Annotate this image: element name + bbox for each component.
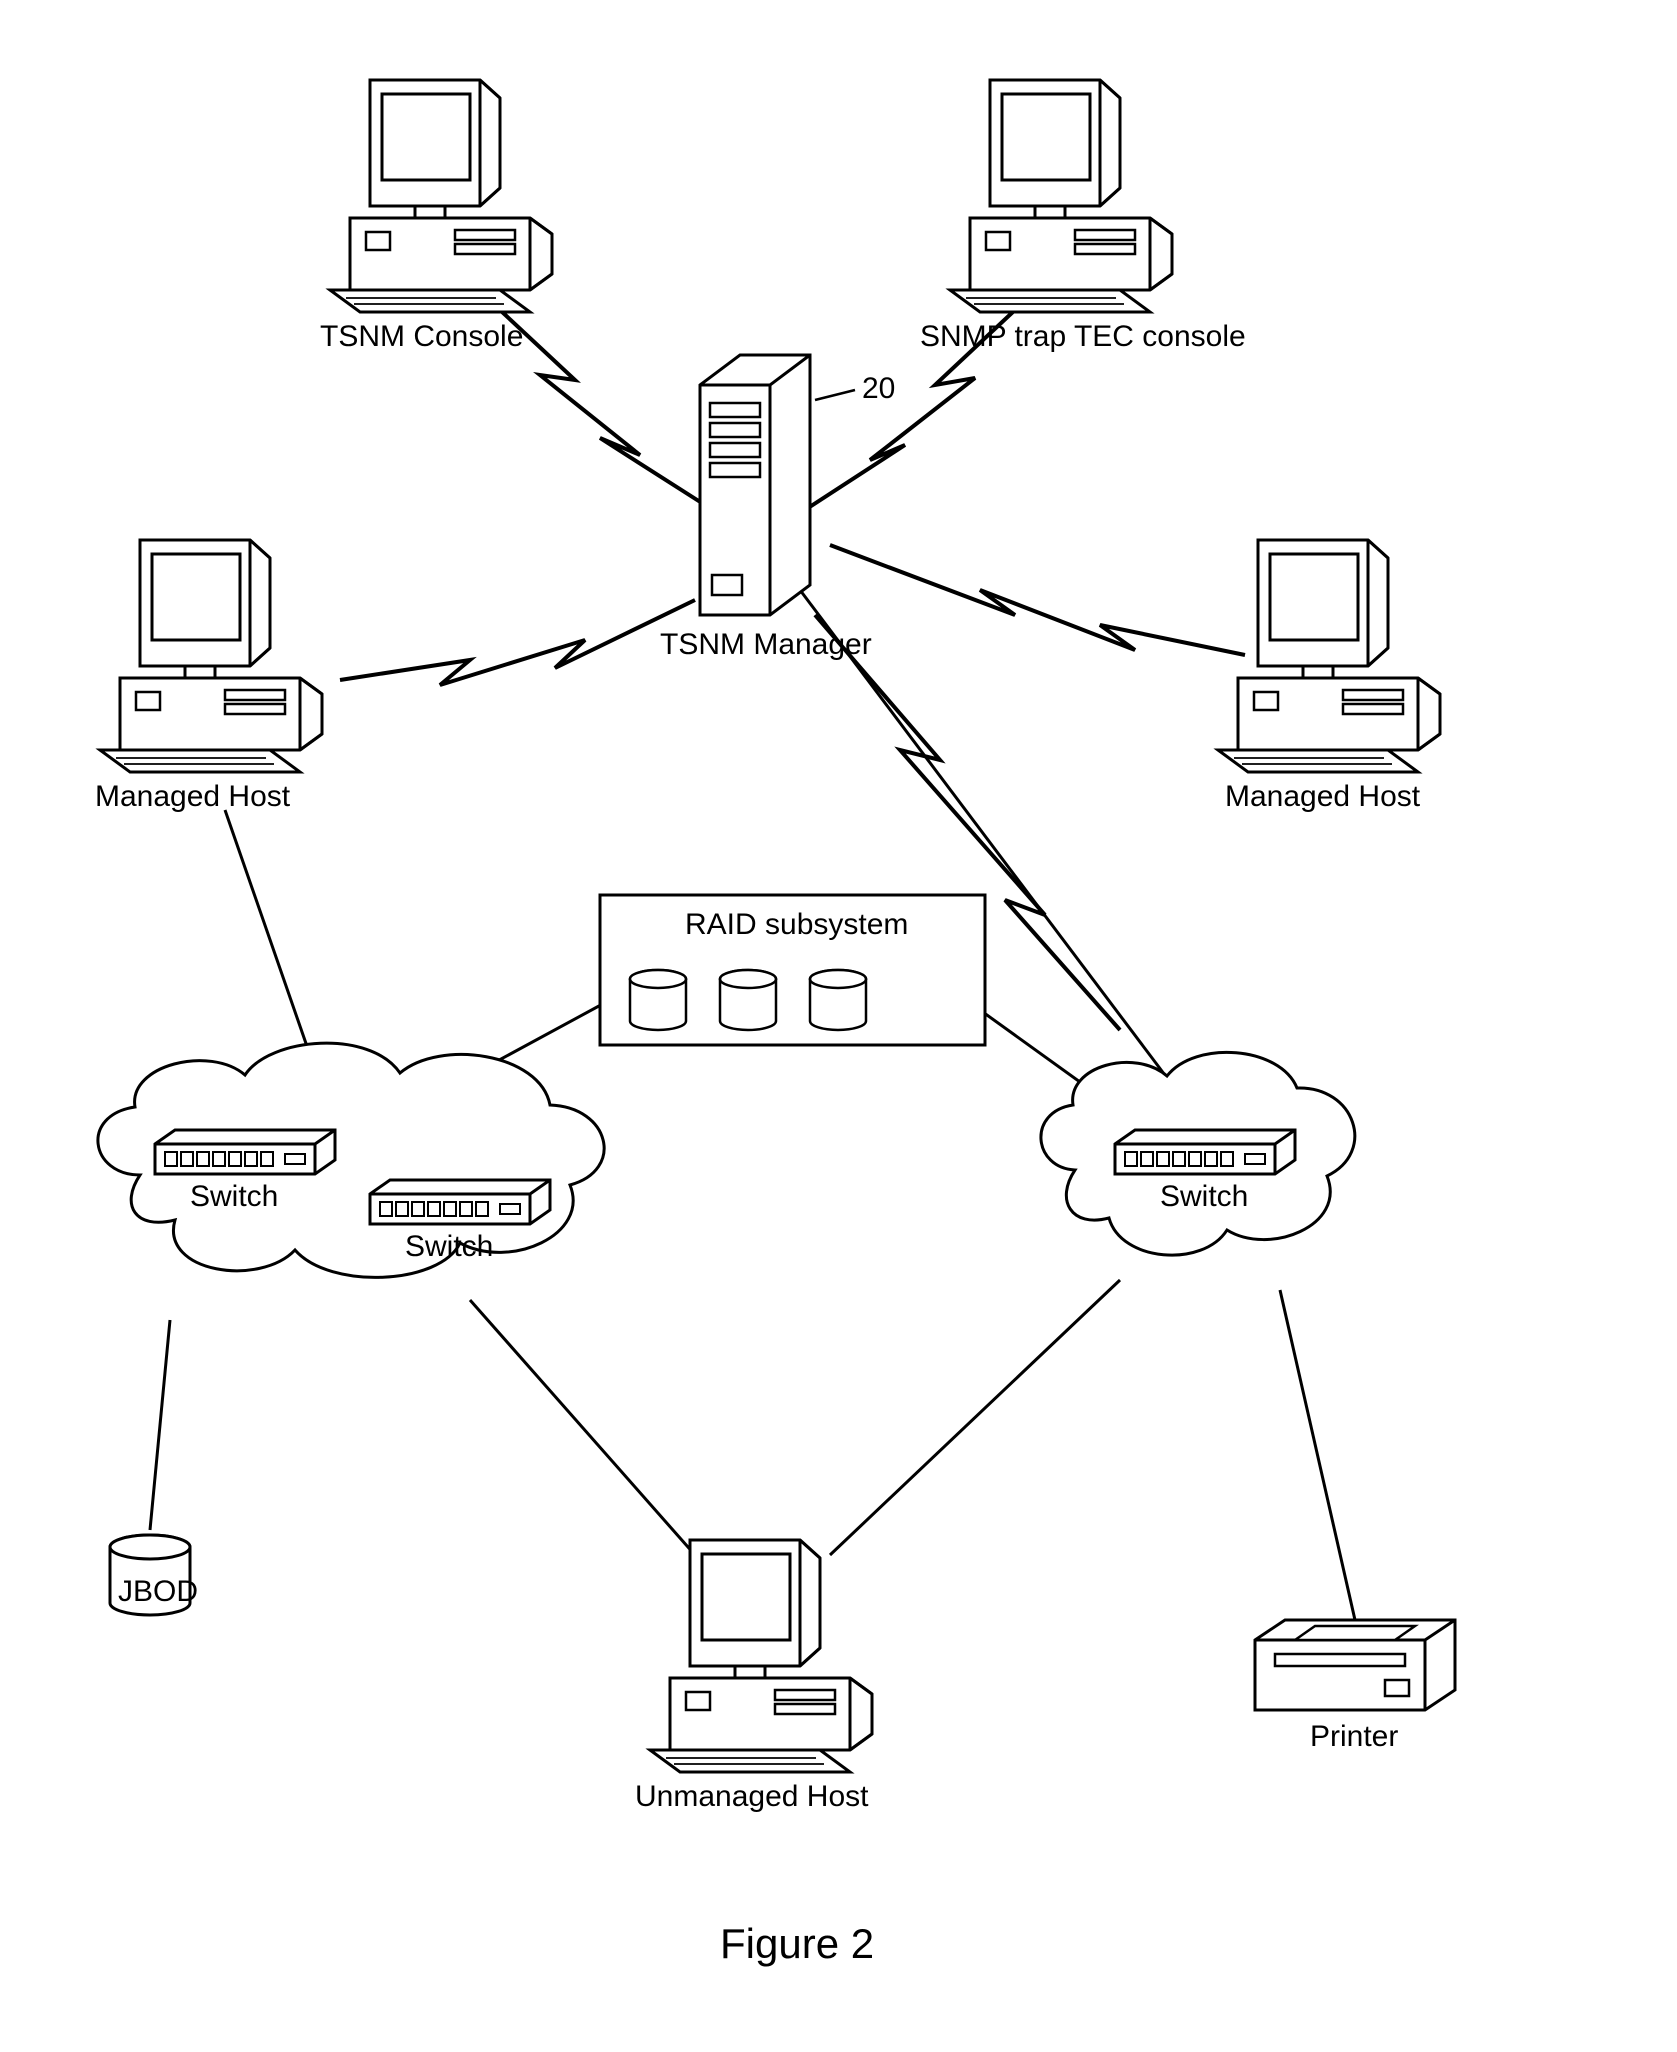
label-tsnm-manager: TSNM Manager [660, 628, 872, 662]
switch-right [1115, 1130, 1295, 1174]
tsnm-console-icon [330, 80, 552, 312]
switch-left-2 [370, 1180, 550, 1224]
snmp-console-icon [950, 80, 1172, 312]
label-unmanaged-host: Unmanaged Host [635, 1780, 868, 1814]
label-printer: Printer [1310, 1720, 1398, 1754]
tsnm-manager-icon [700, 355, 855, 615]
managed-host-left-icon [100, 540, 322, 772]
unmanaged-host-icon [650, 1540, 872, 1772]
label-mhost-right: Managed Host [1225, 780, 1420, 814]
switch-left-1 [155, 1130, 335, 1174]
server-ref-20: 20 [862, 372, 895, 406]
label-mhost-left: Managed Host [95, 780, 290, 814]
label-switch-left1: Switch [190, 1180, 278, 1214]
label-tsnm-console: TSNM Console [320, 320, 523, 354]
links-straight [150, 590, 1355, 1620]
diagram-canvas: TSNM Console SNMP trap TEC console TSNM … [0, 0, 1677, 2052]
label-switch-right: Switch [1160, 1180, 1248, 1214]
label-jbod: JBOD [118, 1575, 198, 1609]
figure-caption: Figure 2 [720, 1920, 874, 1968]
label-snmp-console: SNMP trap TEC console [920, 320, 1246, 354]
managed-host-right-icon [1218, 540, 1440, 772]
printer-icon [1255, 1620, 1455, 1710]
label-raid: RAID subsystem [685, 908, 908, 942]
label-switch-left2: Switch [405, 1230, 493, 1264]
diagram-svg [0, 0, 1677, 2052]
cloud-left [98, 1043, 604, 1277]
cloud-right [1041, 1052, 1355, 1255]
